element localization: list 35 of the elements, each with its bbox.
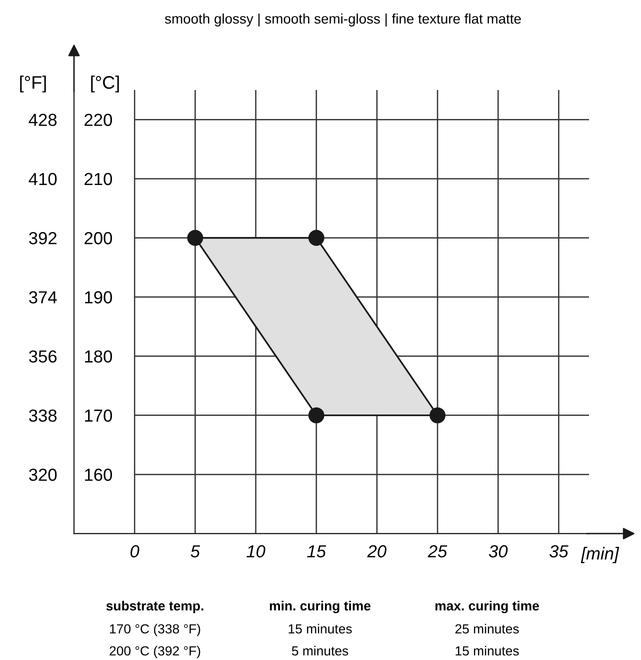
y2-tick-label: 410 (28, 172, 57, 186)
y2-tick-label: 320 (29, 468, 57, 481)
y-tick-label: 220 (84, 114, 112, 126)
x-tick-label: 15 (307, 545, 326, 558)
text: 170 °C (338 °F) (110, 624, 200, 636)
x-tick-label: 0 (130, 545, 140, 558)
text: 5 minutes (292, 646, 348, 656)
y-axis-title: [°C] (91, 76, 119, 92)
text: min. curing time (270, 600, 371, 614)
y-tick-label: 200 (84, 232, 112, 244)
x-tick-label: 10 (246, 545, 266, 558)
text: substrate temp. (106, 600, 204, 614)
y-tick-label: 210 (84, 172, 112, 186)
text: 200 °C (392 °F) (110, 646, 200, 658)
y2-tick-label: 374 (29, 291, 57, 304)
y-tick-label: 190 (85, 291, 112, 304)
y2-tick-label: 356 (29, 350, 57, 363)
text: 15 minutes (456, 646, 519, 656)
y-tick-label: 180 (85, 350, 112, 363)
x-tick-label: 5 (190, 545, 200, 558)
text: 15 minutes (288, 624, 352, 634)
text: max. curing time (435, 600, 539, 614)
y2-tick-label: 338 (29, 409, 57, 422)
text: 25 minutes (455, 624, 519, 634)
x-tick-label: 35 (549, 545, 568, 558)
chart-title: smooth glossy | smooth semi-gloss | fine texture flat matte (164, 13, 521, 27)
x-tick-label: 20 (367, 545, 386, 558)
x-tick-label: 30 (488, 545, 508, 558)
y-tick-label: 170 (85, 409, 112, 422)
y2-axis-title: [°F] (20, 76, 46, 92)
y2-tick-label: 428 (28, 114, 57, 126)
x-tick-label: 25 (428, 545, 448, 558)
y2-tick-label: 392 (29, 232, 56, 244)
y-tick-label: 160 (85, 468, 112, 481)
x-axis-title: [min] (580, 546, 620, 564)
